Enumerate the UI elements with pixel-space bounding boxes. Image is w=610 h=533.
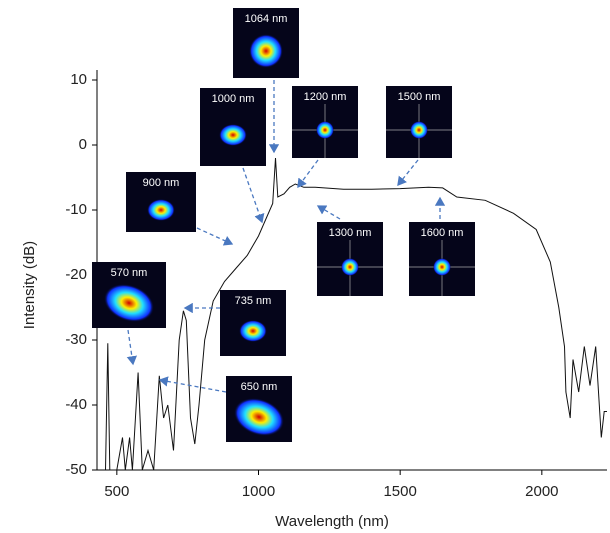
- inset-label: 1064 nm: [245, 13, 288, 25]
- inset-image: 900 nm: [126, 172, 196, 232]
- y-axis-label: Intensity (dB): [21, 241, 38, 329]
- y-tick-label: -40: [65, 396, 87, 413]
- inset-image: 1064 nm: [233, 8, 299, 78]
- y-tick-label: -20: [65, 266, 87, 283]
- annotation-arrow: [242, 167, 265, 224]
- beam: [249, 34, 283, 68]
- beam: [316, 121, 334, 139]
- y-tick-label: 0: [79, 136, 87, 153]
- y-tick-label: -50: [65, 461, 87, 478]
- inset-image: 1300 nm: [317, 222, 383, 296]
- inset-label: 650 nm: [241, 381, 278, 393]
- inset-image: 1500 nm: [386, 86, 452, 158]
- beam: [410, 121, 428, 139]
- x-tick-label: 1500: [383, 483, 416, 500]
- annotation-arrow: [397, 159, 419, 187]
- spectrum-line: [105, 157, 607, 471]
- beam: [233, 397, 285, 437]
- annotation-arrow: [316, 205, 341, 220]
- beam: [341, 258, 359, 276]
- inset-image: 570 nm: [92, 262, 166, 328]
- annotation-arrow: [126, 329, 138, 366]
- inset-image: 650 nm: [226, 376, 292, 442]
- inset-label: 900 nm: [143, 177, 180, 189]
- inset-label: 1500 nm: [398, 91, 441, 103]
- inset-label: 1000 nm: [212, 93, 255, 105]
- y-tick-label: 10: [70, 71, 87, 88]
- beam: [147, 199, 175, 221]
- inset-image: 1000 nm: [200, 88, 266, 166]
- x-tick-label: 1000: [242, 483, 275, 500]
- x-tick-label: 2000: [525, 483, 558, 500]
- beam: [103, 283, 155, 323]
- inset-label: 1300 nm: [329, 227, 372, 239]
- inset-label: 735 nm: [235, 295, 272, 307]
- inset-label: 570 nm: [111, 267, 148, 279]
- inset-label: 1600 nm: [421, 227, 464, 239]
- beam: [433, 258, 451, 276]
- beam: [239, 320, 267, 342]
- annotation-arrow: [196, 227, 234, 246]
- inset-image: 735 nm: [220, 290, 286, 356]
- x-axis-label: Wavelength (nm): [275, 513, 389, 530]
- beam: [219, 124, 247, 146]
- inset-image: 1200 nm: [292, 86, 358, 158]
- y-tick-label: -10: [65, 201, 87, 218]
- inset-image: 1600 nm: [409, 222, 475, 296]
- inset-label: 1200 nm: [304, 91, 347, 103]
- x-tick-label: 500: [104, 483, 129, 500]
- annotation-arrow: [158, 376, 227, 393]
- y-tick-label: -30: [65, 331, 87, 348]
- annotation-arrow: [297, 159, 319, 189]
